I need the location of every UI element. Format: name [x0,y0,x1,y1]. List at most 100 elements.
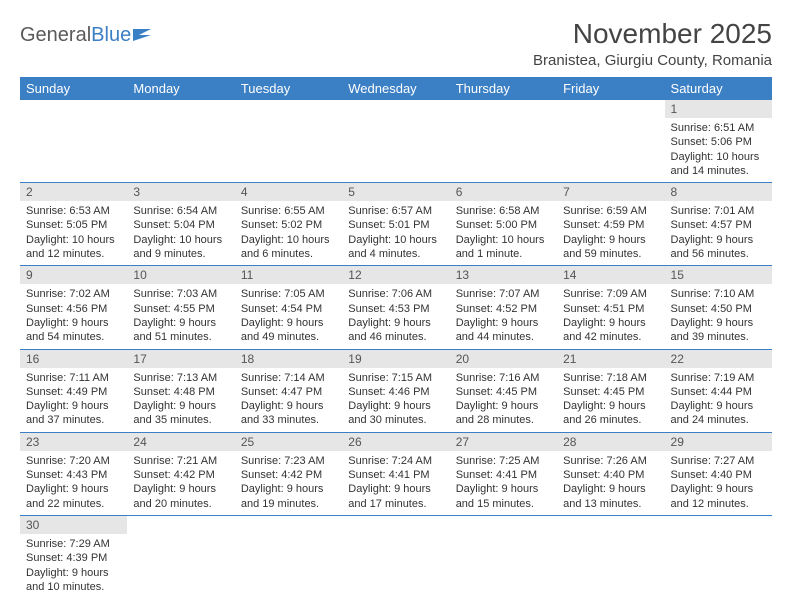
calendar-day-cell: 29Sunrise: 7:27 AMSunset: 4:40 PMDayligh… [665,432,772,515]
day-info: Sunrise: 6:57 AMSunset: 5:01 PMDaylight:… [342,201,449,265]
calendar-day-cell [342,515,449,598]
weekday-header: Thursday [450,77,557,100]
day-info: Sunrise: 6:53 AMSunset: 5:05 PMDaylight:… [20,201,127,265]
day-number: 1 [665,100,772,118]
title-block: November 2025 Branistea, Giurgiu County,… [533,18,772,69]
day-number: 28 [557,433,664,451]
day-number: 6 [450,183,557,201]
day-number: 30 [20,516,127,534]
day-number: 16 [20,350,127,368]
day-info: Sunrise: 7:18 AMSunset: 4:45 PMDaylight:… [557,368,664,432]
calendar-day-cell: 19Sunrise: 7:15 AMSunset: 4:46 PMDayligh… [342,349,449,432]
weekday-header: Sunday [20,77,127,100]
day-info: Sunrise: 6:51 AMSunset: 5:06 PMDaylight:… [665,118,772,182]
day-info: Sunrise: 7:27 AMSunset: 4:40 PMDaylight:… [665,451,772,515]
day-number: 15 [665,266,772,284]
day-number: 10 [127,266,234,284]
weekday-header: Saturday [665,77,772,100]
weekday-header: Tuesday [235,77,342,100]
location: Branistea, Giurgiu County, Romania [533,52,772,69]
flag-icon [133,27,153,41]
day-info: Sunrise: 7:06 AMSunset: 4:53 PMDaylight:… [342,284,449,348]
calendar-day-cell: 18Sunrise: 7:14 AMSunset: 4:47 PMDayligh… [235,349,342,432]
day-number: 26 [342,433,449,451]
calendar-week-row: 23Sunrise: 7:20 AMSunset: 4:43 PMDayligh… [20,432,772,515]
calendar-week-row: 9Sunrise: 7:02 AMSunset: 4:56 PMDaylight… [20,266,772,349]
day-number: 2 [20,183,127,201]
weekday-header-row: SundayMondayTuesdayWednesdayThursdayFrid… [20,77,772,100]
calendar-day-cell: 7Sunrise: 6:59 AMSunset: 4:59 PMDaylight… [557,183,664,266]
weekday-header: Wednesday [342,77,449,100]
day-info: Sunrise: 7:13 AMSunset: 4:48 PMDaylight:… [127,368,234,432]
day-number: 4 [235,183,342,201]
calendar-day-cell [235,100,342,183]
calendar-day-cell [665,515,772,598]
calendar-day-cell: 25Sunrise: 7:23 AMSunset: 4:42 PMDayligh… [235,432,342,515]
calendar-day-cell: 23Sunrise: 7:20 AMSunset: 4:43 PMDayligh… [20,432,127,515]
calendar-day-cell [450,100,557,183]
calendar-day-cell: 10Sunrise: 7:03 AMSunset: 4:55 PMDayligh… [127,266,234,349]
day-number: 20 [450,350,557,368]
day-number: 13 [450,266,557,284]
calendar-day-cell [235,515,342,598]
day-info: Sunrise: 7:16 AMSunset: 4:45 PMDaylight:… [450,368,557,432]
day-info: Sunrise: 7:01 AMSunset: 4:57 PMDaylight:… [665,201,772,265]
calendar-day-cell [450,515,557,598]
calendar-day-cell [557,100,664,183]
logo-text-general: General [20,24,91,47]
day-number: 24 [127,433,234,451]
day-info: Sunrise: 7:14 AMSunset: 4:47 PMDaylight:… [235,368,342,432]
calendar-day-cell: 22Sunrise: 7:19 AMSunset: 4:44 PMDayligh… [665,349,772,432]
day-number: 14 [557,266,664,284]
calendar-day-cell: 21Sunrise: 7:18 AMSunset: 4:45 PMDayligh… [557,349,664,432]
day-info: Sunrise: 7:21 AMSunset: 4:42 PMDaylight:… [127,451,234,515]
calendar-day-cell [127,515,234,598]
calendar-day-cell: 11Sunrise: 7:05 AMSunset: 4:54 PMDayligh… [235,266,342,349]
header: GeneralBlue November 2025 Branistea, Giu… [20,18,772,69]
day-info: Sunrise: 7:07 AMSunset: 4:52 PMDaylight:… [450,284,557,348]
day-info: Sunrise: 7:24 AMSunset: 4:41 PMDaylight:… [342,451,449,515]
day-number: 8 [665,183,772,201]
calendar-day-cell: 9Sunrise: 7:02 AMSunset: 4:56 PMDaylight… [20,266,127,349]
day-info: Sunrise: 7:29 AMSunset: 4:39 PMDaylight:… [20,534,127,598]
day-number: 21 [557,350,664,368]
calendar-week-row: 2Sunrise: 6:53 AMSunset: 5:05 PMDaylight… [20,183,772,266]
day-info: Sunrise: 7:05 AMSunset: 4:54 PMDaylight:… [235,284,342,348]
day-info: Sunrise: 7:03 AMSunset: 4:55 PMDaylight:… [127,284,234,348]
calendar-table: SundayMondayTuesdayWednesdayThursdayFrid… [20,77,772,598]
day-number: 19 [342,350,449,368]
day-info: Sunrise: 7:02 AMSunset: 4:56 PMDaylight:… [20,284,127,348]
calendar-body: 1Sunrise: 6:51 AMSunset: 5:06 PMDaylight… [20,100,772,598]
calendar-day-cell: 8Sunrise: 7:01 AMSunset: 4:57 PMDaylight… [665,183,772,266]
logo-text-blue: Blue [91,24,131,47]
calendar-day-cell: 5Sunrise: 6:57 AMSunset: 5:01 PMDaylight… [342,183,449,266]
weekday-header: Monday [127,77,234,100]
calendar-day-cell [20,100,127,183]
day-number: 22 [665,350,772,368]
day-info: Sunrise: 6:54 AMSunset: 5:04 PMDaylight:… [127,201,234,265]
day-info: Sunrise: 7:25 AMSunset: 4:41 PMDaylight:… [450,451,557,515]
day-info: Sunrise: 6:58 AMSunset: 5:00 PMDaylight:… [450,201,557,265]
calendar-day-cell: 16Sunrise: 7:11 AMSunset: 4:49 PMDayligh… [20,349,127,432]
day-number: 9 [20,266,127,284]
calendar-day-cell: 30Sunrise: 7:29 AMSunset: 4:39 PMDayligh… [20,515,127,598]
calendar-day-cell [342,100,449,183]
day-info: Sunrise: 7:15 AMSunset: 4:46 PMDaylight:… [342,368,449,432]
day-number: 3 [127,183,234,201]
day-info: Sunrise: 7:11 AMSunset: 4:49 PMDaylight:… [20,368,127,432]
calendar-day-cell [127,100,234,183]
day-info: Sunrise: 6:55 AMSunset: 5:02 PMDaylight:… [235,201,342,265]
day-info: Sunrise: 7:26 AMSunset: 4:40 PMDaylight:… [557,451,664,515]
day-info: Sunrise: 7:09 AMSunset: 4:51 PMDaylight:… [557,284,664,348]
calendar-week-row: 16Sunrise: 7:11 AMSunset: 4:49 PMDayligh… [20,349,772,432]
day-number: 18 [235,350,342,368]
calendar-day-cell: 17Sunrise: 7:13 AMSunset: 4:48 PMDayligh… [127,349,234,432]
day-number: 12 [342,266,449,284]
calendar-day-cell: 1Sunrise: 6:51 AMSunset: 5:06 PMDaylight… [665,100,772,183]
calendar-day-cell: 4Sunrise: 6:55 AMSunset: 5:02 PMDaylight… [235,183,342,266]
day-info: Sunrise: 7:20 AMSunset: 4:43 PMDaylight:… [20,451,127,515]
calendar-week-row: 1Sunrise: 6:51 AMSunset: 5:06 PMDaylight… [20,100,772,183]
weekday-header: Friday [557,77,664,100]
calendar-day-cell: 12Sunrise: 7:06 AMSunset: 4:53 PMDayligh… [342,266,449,349]
calendar-day-cell: 28Sunrise: 7:26 AMSunset: 4:40 PMDayligh… [557,432,664,515]
